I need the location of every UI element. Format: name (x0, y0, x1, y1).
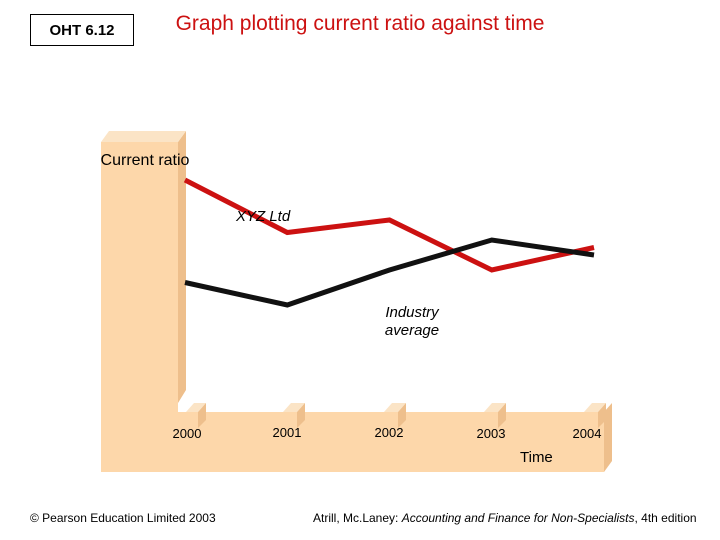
citation-title: Accounting and Finance for Non-Specialis… (401, 511, 635, 525)
x-axis-base-side (604, 403, 612, 472)
citation-authors: Atrill, Mc.Laney: (313, 511, 402, 525)
tick-posts (186, 403, 606, 428)
series-label-xyz-ltd: XYZ Ltd (236, 208, 291, 225)
tick-post-2002 (384, 403, 406, 428)
y-axis-post-top (101, 131, 186, 142)
copyright-text: © Pearson Education Limited 2003 (30, 511, 216, 525)
citation-edition: , 4th edition (634, 511, 697, 525)
x-tick-label-2001: 2001 (272, 425, 302, 440)
x-tick-label-2000: 2000 (172, 426, 202, 441)
series-line-industry-average (184, 237, 595, 308)
x-tick-label-2004: 2004 (572, 426, 602, 441)
series-line-xyz-ltd (183, 177, 595, 273)
x-axis-label: Time (520, 449, 553, 466)
y-axis-post-side (178, 131, 186, 403)
tick-post-2001 (283, 403, 305, 428)
tick-post-2004 (584, 403, 606, 428)
x-tick-label-2002: 2002 (374, 425, 404, 440)
y-axis-label: Current ratio (100, 152, 190, 169)
citation-text: Atrill, Mc.Laney: Accounting and Finance… (313, 511, 697, 525)
tick-post-2003 (484, 403, 506, 428)
series-label-industry-line2: average (384, 322, 440, 339)
series-label-industry-line1: Industry (385, 304, 439, 321)
slide-number-badge: OHT 6.12 (30, 14, 134, 46)
x-axis-base (101, 412, 604, 472)
tick-post-2000 (186, 403, 206, 428)
x-tick-label-2003: 2003 (476, 426, 506, 441)
slide-number-text: OHT 6.12 (49, 21, 115, 39)
chart-title: Graph plotting current ratio against tim… (175, 12, 545, 35)
series-label-industry-average: Industry average (370, 304, 454, 340)
